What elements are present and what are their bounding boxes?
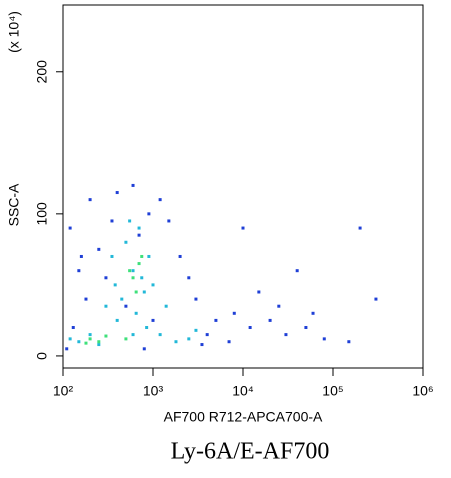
- data-point: [84, 297, 88, 301]
- data-point: [140, 276, 144, 280]
- data-point: [200, 343, 204, 347]
- data-point: [158, 198, 162, 202]
- data-point: [304, 326, 308, 330]
- data-point: [65, 347, 69, 351]
- data-point: [142, 290, 146, 294]
- data-point: [347, 340, 351, 344]
- data-point: [71, 326, 75, 330]
- data-point: [88, 337, 92, 341]
- data-point: [104, 276, 108, 280]
- caption: Ly-6A/E-AF700: [171, 439, 330, 465]
- data-point: [322, 337, 326, 341]
- data-point: [97, 343, 101, 347]
- x-tick-label: 10³: [143, 383, 164, 399]
- data-point: [134, 311, 138, 315]
- data-point: [140, 254, 144, 258]
- data-point: [104, 334, 108, 338]
- data-point: [131, 269, 135, 273]
- data-point: [374, 297, 378, 301]
- data-point: [137, 262, 141, 266]
- y-tick-label: 0: [34, 352, 50, 360]
- data-point: [79, 254, 83, 258]
- data-point: [104, 304, 108, 308]
- data-point: [158, 333, 162, 337]
- data-point: [284, 333, 288, 337]
- data-point: [134, 290, 138, 294]
- data-point: [124, 337, 128, 341]
- data-point: [151, 318, 155, 322]
- x-axis-label: AF700 R712-APCA700-A: [164, 409, 323, 425]
- data-point: [113, 283, 117, 287]
- data-point: [68, 226, 72, 230]
- data-point: [174, 340, 178, 344]
- data-point: [68, 337, 72, 341]
- data-point: [131, 183, 135, 187]
- data-point: [97, 340, 101, 344]
- data-point: [110, 219, 114, 223]
- data-point: [205, 333, 209, 337]
- y-tick-label: 100: [34, 202, 50, 226]
- x-tick-label: 10⁴: [232, 383, 254, 399]
- data-point: [268, 318, 272, 322]
- y-multiplier: (x 10⁴): [6, 11, 22, 53]
- data-point: [84, 341, 88, 345]
- data-point: [124, 240, 128, 244]
- data-point: [232, 311, 236, 315]
- data-point: [248, 326, 252, 330]
- data-point: [131, 333, 135, 337]
- data-point: [194, 297, 198, 301]
- y-tick-label: 200: [34, 60, 50, 84]
- data-point: [145, 326, 149, 330]
- data-point: [131, 276, 135, 280]
- data-point: [88, 333, 92, 337]
- data-point: [178, 254, 182, 258]
- x-tick-label: 10⁵: [322, 383, 343, 399]
- data-point: [147, 254, 151, 258]
- plot-frame: [62, 4, 424, 369]
- data-point: [311, 311, 315, 315]
- data-point: [142, 347, 146, 351]
- data-point: [358, 226, 362, 230]
- data-point: [137, 226, 141, 230]
- data-point: [88, 198, 92, 202]
- data-point: [227, 340, 231, 344]
- data-point: [77, 340, 81, 344]
- data-point: [97, 247, 101, 251]
- y-axis-label: SSC-A: [6, 183, 22, 226]
- data-point: [124, 304, 128, 308]
- data-point: [194, 328, 198, 332]
- data-point: [115, 318, 119, 322]
- data-point: [77, 269, 81, 273]
- data-point: [167, 219, 171, 223]
- data-point: [110, 254, 114, 258]
- data-point: [241, 226, 245, 230]
- data-point: [277, 304, 281, 308]
- data-point: [295, 269, 299, 273]
- data-point: [115, 191, 119, 195]
- data-point: [187, 276, 191, 280]
- data-point: [120, 297, 124, 301]
- data-point: [151, 283, 155, 287]
- data-point: [257, 290, 261, 294]
- data-point: [187, 337, 191, 341]
- data-point: [128, 219, 132, 223]
- data-point: [164, 304, 168, 308]
- data-point: [137, 233, 141, 237]
- data-point: [147, 212, 151, 216]
- data-point: [214, 318, 218, 322]
- x-tick-label: 10⁶: [412, 383, 433, 399]
- x-tick-label: 10²: [53, 383, 74, 399]
- data-point: [128, 269, 132, 273]
